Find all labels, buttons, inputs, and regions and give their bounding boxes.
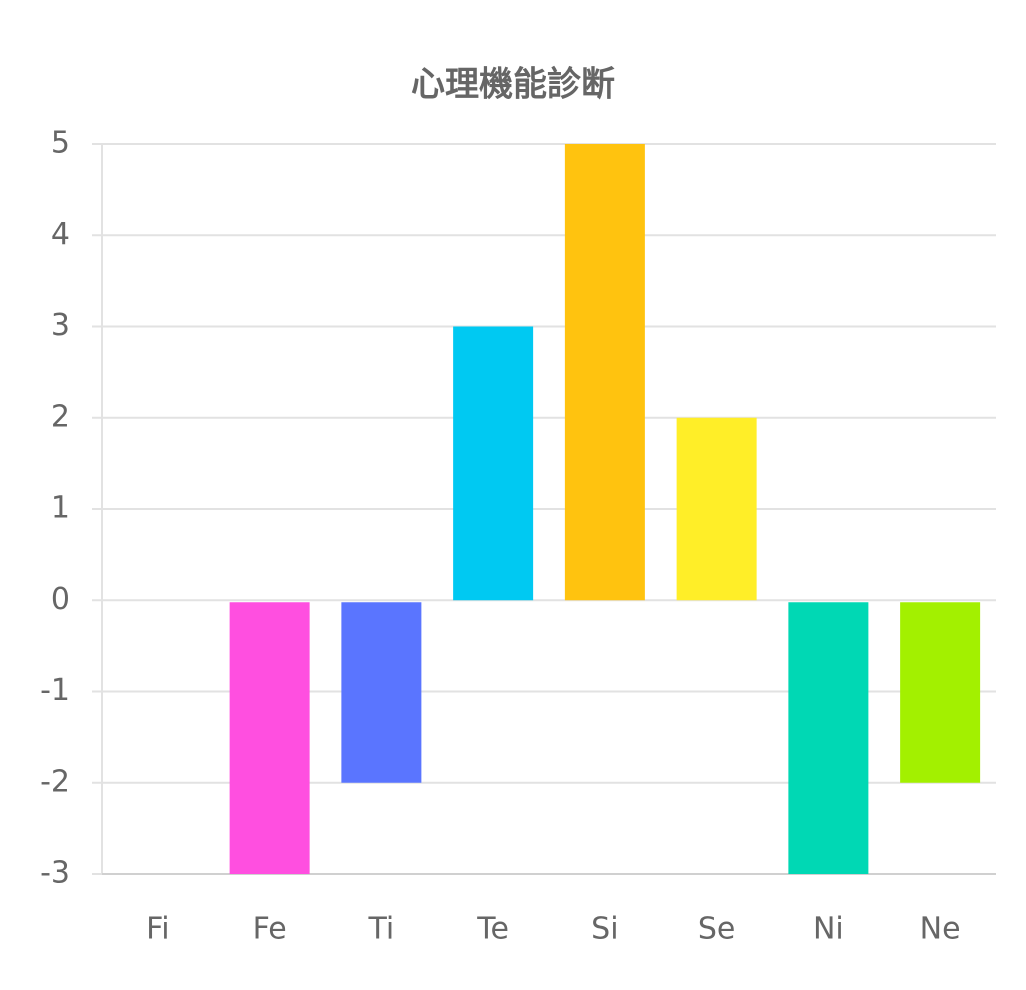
y-tick-label: 1 <box>51 491 70 526</box>
bar <box>564 144 645 601</box>
y-tick-label: 2 <box>51 399 70 434</box>
x-tick-label: Ni <box>813 912 844 947</box>
x-tick-label: Fi <box>146 912 169 947</box>
y-tick-label: -1 <box>40 673 70 708</box>
x-tick-label: Se <box>698 912 736 947</box>
bar <box>788 602 869 874</box>
x-tick-label: Ti <box>368 912 395 947</box>
bar <box>453 326 534 601</box>
x-tick-label: Ne <box>920 912 961 947</box>
y-tick-label: -3 <box>40 856 70 891</box>
bar <box>676 417 757 601</box>
y-tick-label: 4 <box>51 217 70 252</box>
bar <box>900 602 981 783</box>
y-tick-label: 3 <box>51 308 70 343</box>
x-tick-label: Si <box>591 912 618 947</box>
x-tick-label: Te <box>476 912 509 947</box>
y-tick-label: 5 <box>51 126 70 161</box>
bar <box>229 602 310 874</box>
y-tick-label: 0 <box>51 582 70 617</box>
y-tick-label: -2 <box>40 764 70 799</box>
x-tick-label: Fe <box>253 912 287 947</box>
chart-title: 心理機能診断 <box>411 65 615 105</box>
bar <box>341 602 422 783</box>
